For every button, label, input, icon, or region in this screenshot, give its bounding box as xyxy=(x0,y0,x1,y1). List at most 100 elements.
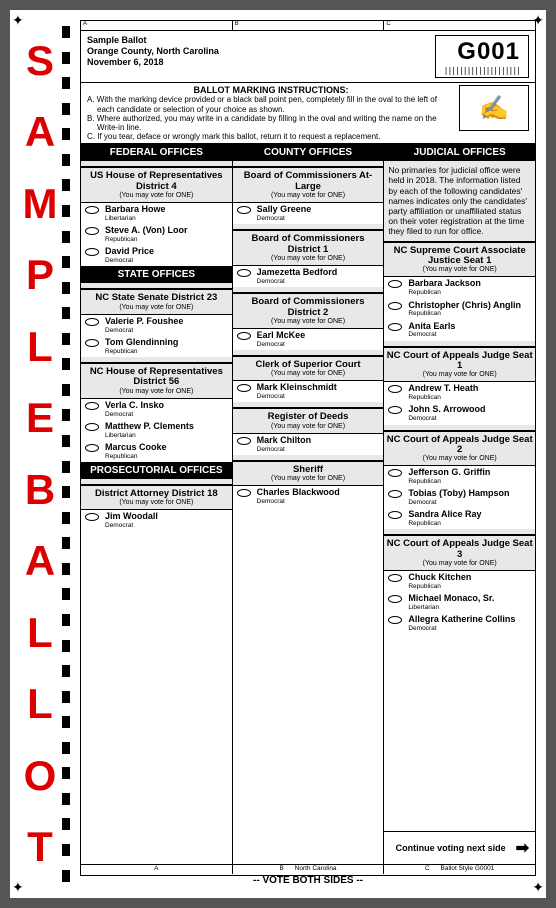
oval-icon[interactable] xyxy=(388,490,402,498)
continue-notice: Continue voting next side➡ xyxy=(384,831,535,864)
candidate[interactable]: Tom GlendinningRepublican xyxy=(81,336,232,357)
column-2: COUNTY OFFICES Board of Commissioners At… xyxy=(233,144,385,864)
race-nc-senate: NC State Senate District 23(You may vote… xyxy=(81,289,232,357)
race-clerk: Clerk of Superior Court(You may vote for… xyxy=(233,356,384,402)
barcode: |||||||||||||||||||| xyxy=(444,66,520,75)
oval-icon[interactable] xyxy=(85,339,99,347)
crop-mark: ✦ xyxy=(12,879,24,896)
instruction-item: A. With the marking device provided or a… xyxy=(87,95,455,113)
oval-icon[interactable] xyxy=(85,206,99,214)
oval-icon[interactable] xyxy=(388,280,402,288)
section-county: COUNTY OFFICES xyxy=(233,144,384,161)
candidate[interactable]: Tobias (Toby) HampsonDemocrat xyxy=(384,487,535,508)
ballot-page: ✦ ✦ ✦ ✦ SAMPLEBALLOT ABC Sample Ballot O… xyxy=(10,10,546,898)
section-prosecutorial: PROSECUTORIAL OFFICES xyxy=(81,462,232,479)
column-letters-top: ABC xyxy=(81,21,535,31)
oval-icon[interactable] xyxy=(85,318,99,326)
oval-icon[interactable] xyxy=(237,384,251,392)
oval-icon[interactable] xyxy=(388,385,402,393)
judicial-note: No primaries for judicial office were he… xyxy=(384,161,535,241)
race-supreme-court: NC Supreme Court Associate Justice Seat … xyxy=(384,242,535,341)
race-da: District Attorney District 18(You may vo… xyxy=(81,485,232,531)
race-boc-al: Board of Commissioners At-Large(You may … xyxy=(233,167,384,224)
candidate[interactable]: Verla C. InskoDemocrat xyxy=(81,399,232,420)
header-line: Sample Ballot xyxy=(87,35,435,46)
candidate[interactable]: John S. ArrowoodDemocrat xyxy=(384,403,535,424)
candidate[interactable]: Jim WoodallDemocrat xyxy=(81,510,232,531)
oval-icon[interactable] xyxy=(237,269,251,277)
race-boc-d2: Board of Commissioners District 2(You ma… xyxy=(233,293,384,350)
candidate[interactable]: Steve A. (Von) LoorRepublican xyxy=(81,224,232,245)
oval-icon[interactable] xyxy=(237,489,251,497)
candidate[interactable]: Marcus CookeRepublican xyxy=(81,441,232,462)
candidate[interactable]: Matthew P. ClementsLibertarian xyxy=(81,420,232,441)
sample-watermark: SAMPLEBALLOT xyxy=(16,40,64,868)
footer-row: A B North Carolina C Ballot Style G0001 xyxy=(81,864,535,874)
race-deeds: Register of Deeds(You may vote for ONE) … xyxy=(233,408,384,454)
candidate[interactable]: Charles BlackwoodDemocrat xyxy=(233,486,384,507)
oval-icon[interactable] xyxy=(237,437,251,445)
ballot-header: Sample Ballot Orange County, North Carol… xyxy=(81,31,535,83)
ballot-code-box: G001 |||||||||||||||||||| xyxy=(435,35,529,78)
oval-icon[interactable] xyxy=(237,206,251,214)
race-boc-d1: Board of Commissioners District 1(You ma… xyxy=(233,230,384,287)
candidate[interactable]: Valerie P. FousheeDemocrat xyxy=(81,315,232,336)
race-us-house: US House of Representatives District 4(Y… xyxy=(81,167,232,266)
oval-icon[interactable] xyxy=(85,444,99,452)
timing-marks xyxy=(62,26,72,882)
candidate[interactable]: Sally GreeneDemocrat xyxy=(233,203,384,224)
candidate[interactable]: Allegra Katherine CollinsDemocrat xyxy=(384,613,535,634)
column-1: FEDERAL OFFICES US House of Representati… xyxy=(81,144,233,864)
ballot-code: G001 xyxy=(444,38,520,66)
candidate[interactable]: Chuck KitchenRepublican xyxy=(384,571,535,592)
candidate[interactable]: David PriceDemocrat xyxy=(81,245,232,266)
header-line: November 6, 2018 xyxy=(87,57,435,68)
oval-icon[interactable] xyxy=(388,574,402,582)
candidate[interactable]: Christopher (Chris) AnglinRepublican xyxy=(384,299,535,320)
candidate[interactable]: Michael Monaco, Sr.Libertarian xyxy=(384,592,535,613)
race-sheriff: Sheriff(You may vote for ONE) Charles Bl… xyxy=(233,461,384,507)
oval-icon[interactable] xyxy=(85,513,99,521)
candidate[interactable]: Anita EarlsDemocrat xyxy=(384,320,535,341)
oval-icon[interactable] xyxy=(85,402,99,410)
hand-illustration: ✍ xyxy=(459,85,529,131)
oval-icon[interactable] xyxy=(388,511,402,519)
instructions-title: BALLOT MARKING INSTRUCTIONS: xyxy=(87,85,455,95)
candidate[interactable]: Mark KleinschmidtDemocrat xyxy=(233,381,384,402)
oval-icon[interactable] xyxy=(388,616,402,624)
oval-icon[interactable] xyxy=(388,469,402,477)
column-3: JUDICIAL OFFICES No primaries for judici… xyxy=(384,144,535,864)
race-nc-house: NC House of Representatives District 56(… xyxy=(81,363,232,462)
arrow-right-icon: ➡ xyxy=(516,838,529,858)
vote-both-sides: -- VOTE BOTH SIDES -- xyxy=(81,874,535,887)
oval-icon[interactable] xyxy=(85,248,99,256)
candidate[interactable]: Jamezetta BedfordDemocrat xyxy=(233,266,384,287)
race-coa3: NC Court of Appeals Judge Seat 3(You may… xyxy=(384,535,535,634)
oval-icon[interactable] xyxy=(388,323,402,331)
oval-icon[interactable] xyxy=(388,406,402,414)
instruction-item: B. Where authorized, you may write in a … xyxy=(87,114,455,132)
oval-icon[interactable] xyxy=(85,423,99,431)
instructions: BALLOT MARKING INSTRUCTIONS: A. With the… xyxy=(81,83,535,144)
oval-icon[interactable] xyxy=(388,595,402,603)
candidate[interactable]: Jefferson G. GriffinRepublican xyxy=(384,466,535,487)
oval-icon[interactable] xyxy=(85,227,99,235)
ballot-content: ABC Sample Ballot Orange County, North C… xyxy=(80,20,536,876)
race-coa1: NC Court of Appeals Judge Seat 1(You may… xyxy=(384,347,535,425)
candidate[interactable]: Barbara HoweLibertarian xyxy=(81,203,232,224)
oval-icon[interactable] xyxy=(388,302,402,310)
candidate[interactable]: Earl McKeeDemocrat xyxy=(233,329,384,350)
race-coa2: NC Court of Appeals Judge Seat 2(You may… xyxy=(384,431,535,530)
candidate[interactable]: Barbara JacksonRepublican xyxy=(384,277,535,298)
crop-mark: ✦ xyxy=(12,12,24,29)
ballot-columns: FEDERAL OFFICES US House of Representati… xyxy=(81,144,535,864)
header-line: Orange County, North Carolina xyxy=(87,46,435,57)
instruction-item: C. If you tear, deface or wrongly mark t… xyxy=(87,132,455,141)
section-state: STATE OFFICES xyxy=(81,266,232,283)
candidate[interactable]: Mark ChiltonDemocrat xyxy=(233,434,384,455)
section-judicial: JUDICIAL OFFICES xyxy=(384,144,535,161)
candidate[interactable]: Sandra Alice RayRepublican xyxy=(384,508,535,529)
section-federal: FEDERAL OFFICES xyxy=(81,144,232,161)
oval-icon[interactable] xyxy=(237,332,251,340)
candidate[interactable]: Andrew T. HeathRepublican xyxy=(384,382,535,403)
